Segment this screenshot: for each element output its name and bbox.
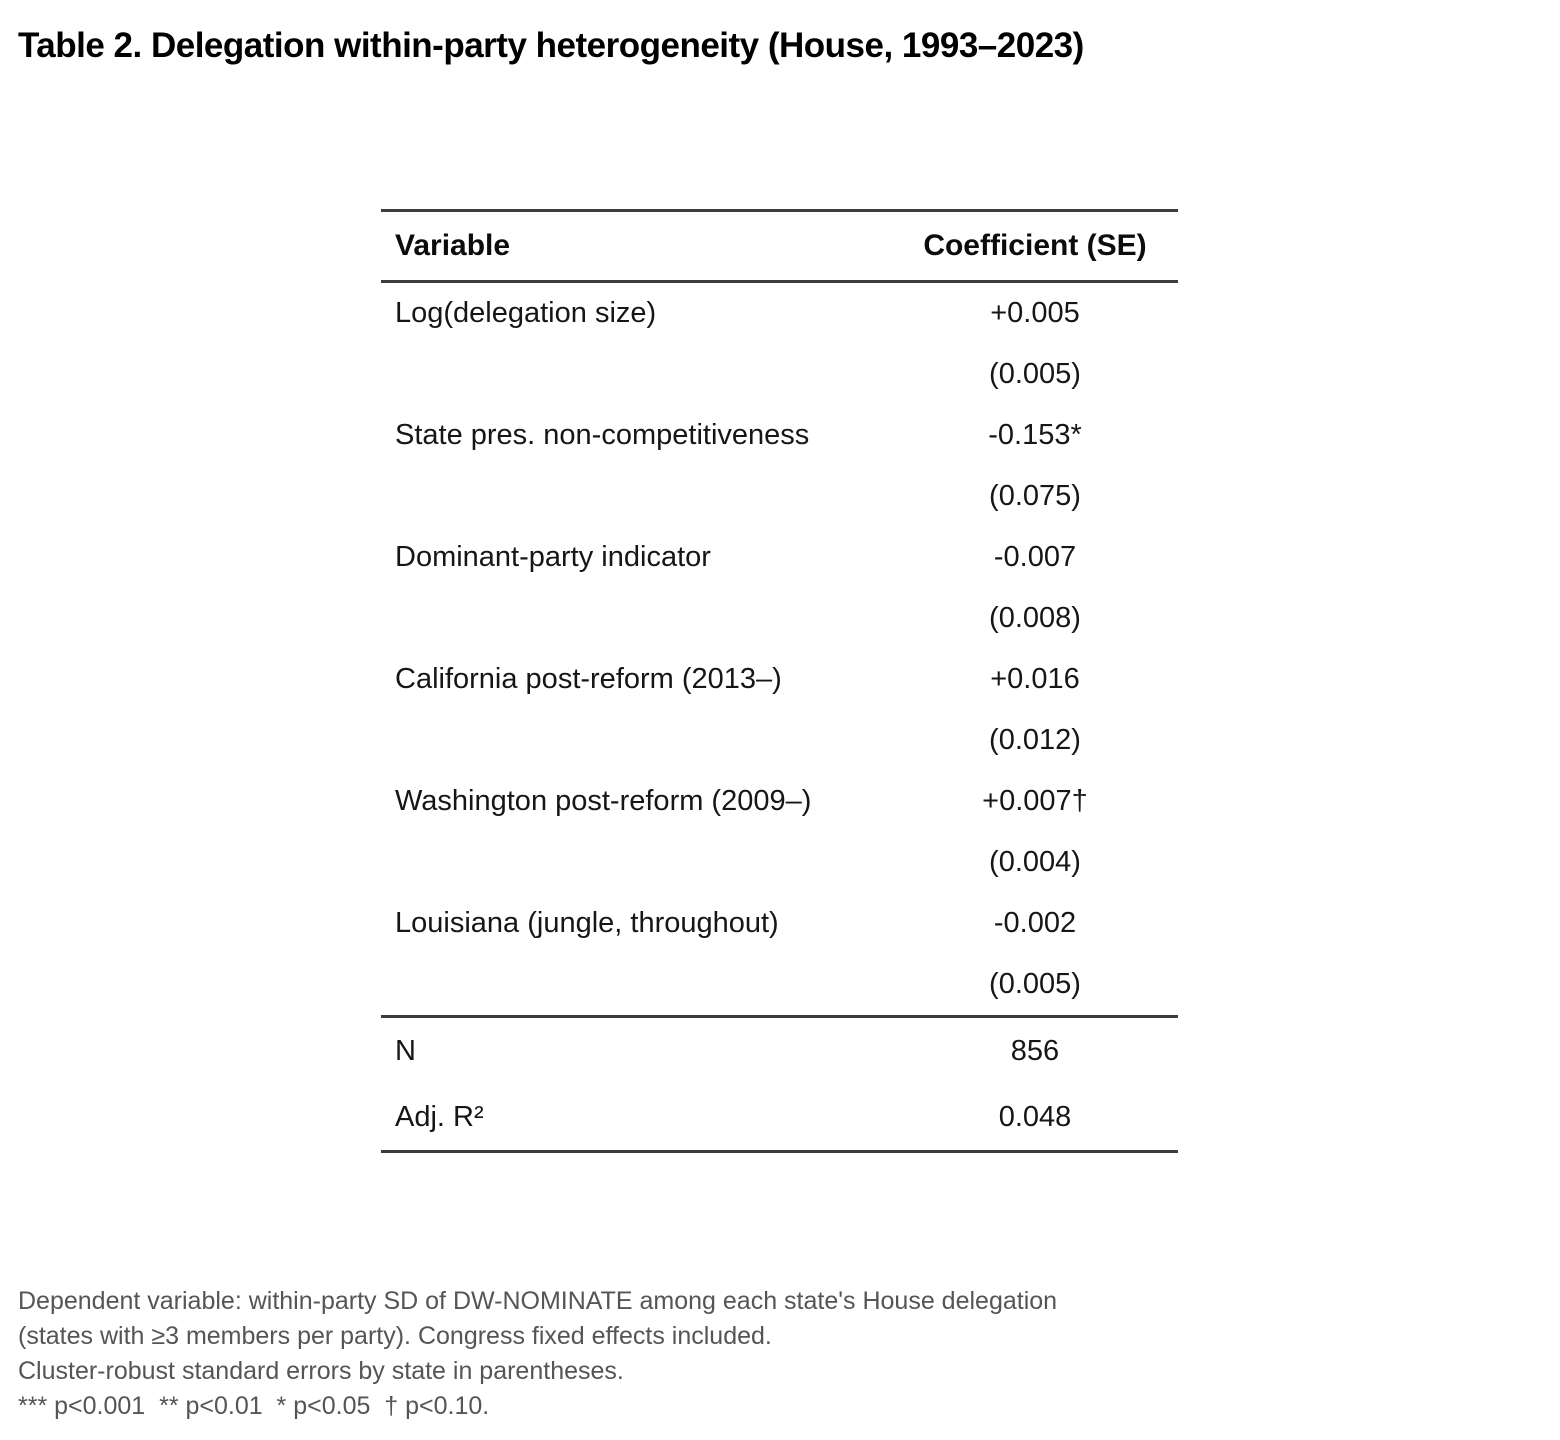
standard-error-value: (0.012): [989, 724, 1081, 756]
standard-error-value: (0.005): [989, 968, 1081, 1000]
table-row: Washington post-reform (2009–) +0.007†: [381, 771, 1178, 832]
variable-label: Log(delegation size): [395, 297, 657, 329]
coefficient-value: -0.007: [993, 541, 1077, 573]
table-row: (0.008): [381, 588, 1178, 649]
table-row: California post-reform (2013–) +0.016: [381, 649, 1178, 710]
standard-error-value: (0.008): [989, 602, 1081, 634]
table-row: Dominant-party indicator -0.007: [381, 527, 1178, 588]
table-row: (0.012): [381, 710, 1178, 771]
table-row: (0.075): [381, 466, 1178, 527]
footnote-standard-errors: Cluster-robust standard errors by state …: [18, 1357, 624, 1385]
variable-label: Dominant-party indicator: [395, 541, 711, 573]
variable-label: Washington post-reform (2009–): [395, 785, 812, 817]
variable-label: State pres. non-competitiveness: [395, 419, 810, 451]
stat-value: 856: [1010, 1034, 1060, 1067]
table-stats: N 856 Adj. R² 0.048: [381, 1018, 1178, 1150]
standard-error-value: (0.005): [989, 358, 1081, 390]
page-title: Table 2. Delegation within-party heterog…: [18, 26, 1084, 65]
table-row: (0.004): [381, 832, 1178, 893]
table-row: Louisiana (jungle, throughout) -0.002: [381, 893, 1178, 954]
footnote-dependent-variable: Dependent variable: within-party SD of D…: [18, 1287, 1058, 1315]
coefficient-value: -0.002: [993, 907, 1077, 939]
standard-error-value: (0.004): [989, 846, 1081, 878]
footnote-significance: *** p<0.001 ** p<0.01 * p<0.05 † p<0.10.: [18, 1392, 490, 1420]
table-header-row: Variable Coefficient (SE): [381, 212, 1178, 283]
table-row: State pres. non-competitiveness -0.153*: [381, 405, 1178, 466]
table-row: (0.005): [381, 954, 1178, 1015]
standard-error-value: (0.075): [989, 480, 1081, 512]
variable-label: California post-reform (2013–): [395, 663, 782, 695]
table-body: Log(delegation size) +0.005 (0.005) Stat…: [381, 283, 1178, 1018]
coefficient-value: +0.016: [990, 663, 1080, 695]
table-row: Log(delegation size) +0.005: [381, 283, 1178, 344]
table-footnotes: Dependent variable: within-party SD of D…: [18, 1284, 1057, 1424]
column-header-variable: Variable: [395, 229, 511, 262]
stat-value: 0.048: [998, 1100, 1072, 1133]
footnote-sample: (states with ≥3 members per party). Cong…: [18, 1322, 772, 1350]
table-row: (0.005): [381, 344, 1178, 405]
stat-label: Adj. R²: [395, 1100, 484, 1133]
variable-label: Louisiana (jungle, throughout): [395, 907, 779, 939]
coefficient-value: +0.007†: [982, 785, 1088, 817]
column-header-coefficient: Coefficient (SE): [923, 229, 1147, 262]
stat-row-adj-r2: Adj. R² 0.048: [381, 1084, 1178, 1150]
regression-table: Variable Coefficient (SE) Log(delegation…: [381, 209, 1178, 1153]
coefficient-value: -0.153*: [988, 419, 1082, 451]
stat-row-n: N 856: [381, 1018, 1178, 1084]
stat-label: N: [395, 1034, 416, 1067]
coefficient-value: +0.005: [990, 297, 1080, 329]
